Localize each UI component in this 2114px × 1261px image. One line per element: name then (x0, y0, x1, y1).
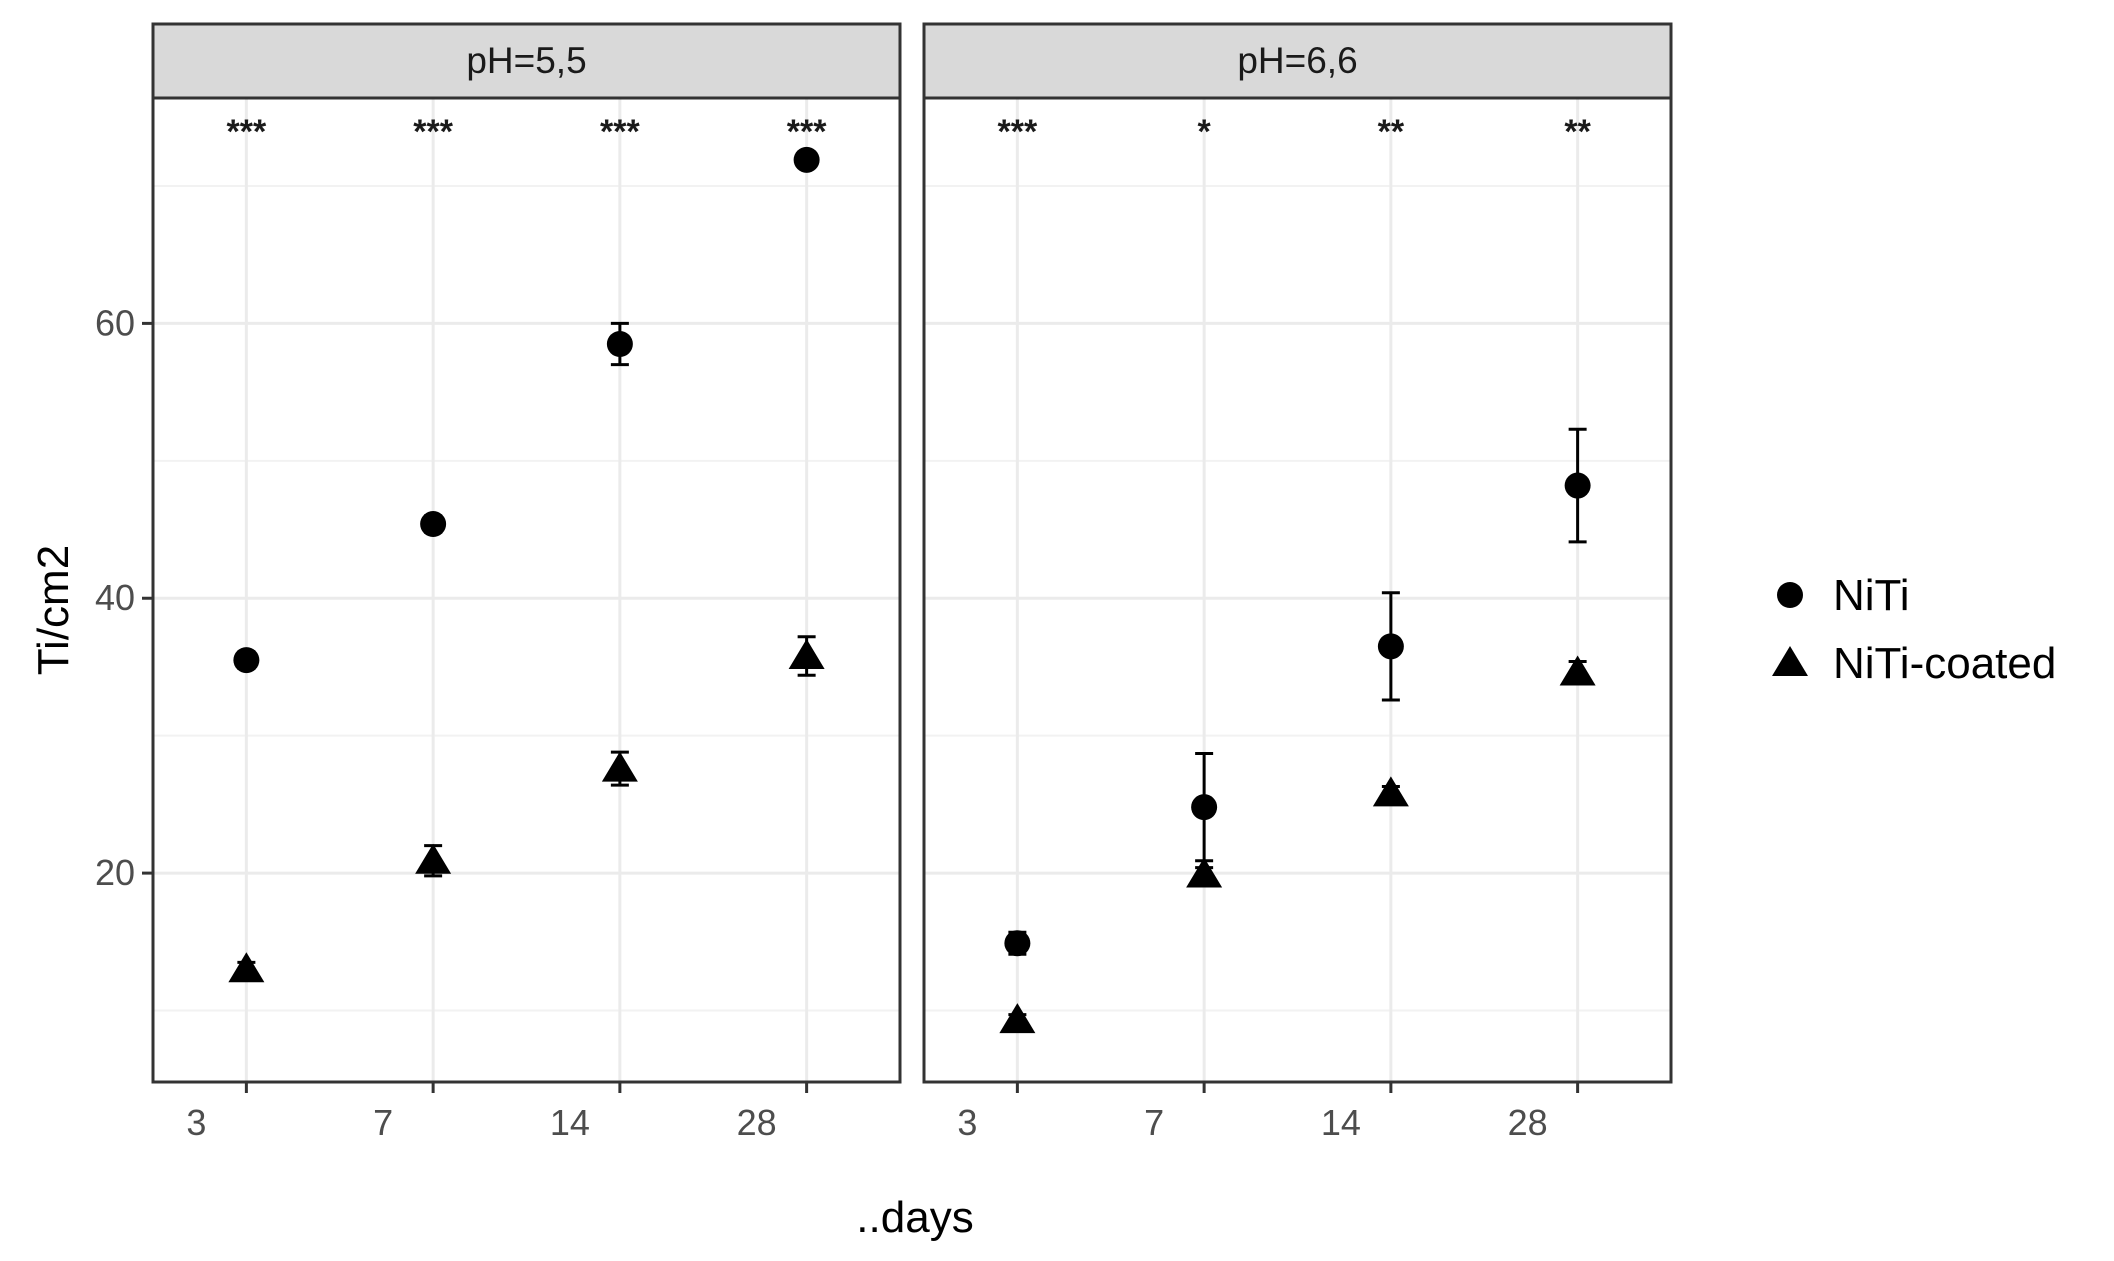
panel-2: pH=6,63 7 14 28*** * ** ** (922, 22, 1673, 1143)
data-point-niti-coated (999, 1003, 1036, 1034)
panel-1: pH=5,5 3 7 14 28 20 40 60 *** *** *** *** (95, 22, 902, 1143)
strip-label: pH=5,5 (466, 40, 586, 81)
y-tick-label: 40 (95, 577, 135, 618)
legend-key-triangle-icon (1772, 646, 1808, 676)
x-tick-label: 14 (1321, 1102, 1361, 1143)
data-point-niti (606, 331, 633, 357)
data-point-niti-coated (1559, 655, 1596, 686)
data-point-niti (1191, 794, 1218, 821)
data-point-niti (793, 146, 820, 173)
significance-label: ** (1378, 113, 1405, 151)
x-tick-label: 3 (957, 1102, 977, 1143)
panel-border (922, 96, 1673, 1084)
panel-background (924, 98, 1671, 1082)
y-axis-title: Ti/cm2 (29, 545, 78, 675)
strip-background (151, 22, 902, 100)
data-point-niti (233, 647, 260, 674)
x-tick-label: 28 (737, 1102, 777, 1143)
significance-label: *** (998, 113, 1038, 151)
x-axis-title: ..days (856, 1193, 973, 1242)
legend-key-circle-icon (1777, 582, 1803, 608)
significance-label: *** (787, 113, 827, 151)
data-point-niti (1377, 633, 1404, 660)
significance-label: *** (227, 113, 267, 151)
x-tick-label: 7 (1144, 1102, 1164, 1143)
significance-label: *** (413, 113, 453, 151)
data-point-niti (420, 511, 447, 538)
strip-label: pH=6,6 (1237, 40, 1357, 81)
data-point-niti-coated (1372, 776, 1409, 807)
y-tick-label: 20 (95, 852, 135, 893)
panel-background (153, 98, 900, 1082)
x-tick-label: 14 (550, 1102, 590, 1143)
y-tick-label: 60 (95, 302, 135, 343)
data-point-niti-coated (788, 638, 825, 669)
significance-label: *** (600, 113, 640, 151)
data-point-niti (1564, 472, 1591, 499)
legend-label: NiTi (1833, 571, 1910, 620)
legend-label: NiTi-coated (1833, 639, 2056, 688)
x-tick-label: 7 (373, 1102, 393, 1143)
data-point-niti-coated (228, 952, 265, 983)
significance-label: ** (1564, 113, 1591, 151)
significance-label: * (1198, 113, 1212, 151)
data-point-niti (1004, 930, 1031, 957)
legend: NiTi NiTi-coated (1772, 571, 2056, 688)
data-point-niti-coated (601, 751, 638, 782)
x-tick-label: 3 (186, 1102, 206, 1143)
x-tick-label: 28 (1508, 1102, 1548, 1143)
data-point-niti-coated (1186, 857, 1223, 888)
data-point-niti-coated (415, 843, 452, 874)
panel-border (151, 96, 902, 1084)
strip-background (922, 22, 1673, 100)
